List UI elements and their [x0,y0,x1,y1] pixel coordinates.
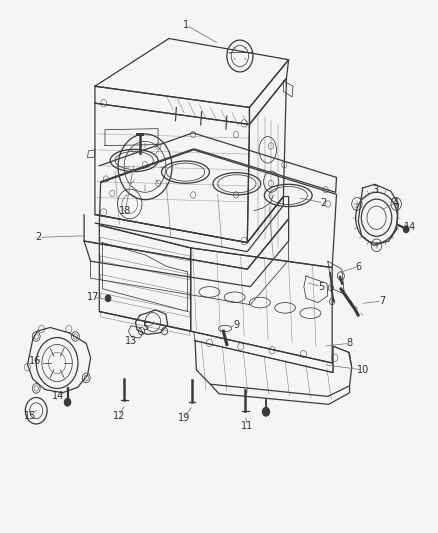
Text: 2: 2 [320,198,327,208]
Text: 7: 7 [379,296,385,306]
Text: 2: 2 [35,232,42,243]
Text: 10: 10 [357,365,369,375]
Text: 14: 14 [52,391,64,401]
Text: 9: 9 [233,320,240,330]
Text: 1: 1 [183,20,189,30]
Text: 6: 6 [355,262,361,271]
Text: 11: 11 [241,421,254,431]
Text: 14: 14 [404,222,417,232]
Text: 5: 5 [318,281,325,292]
Circle shape [262,408,269,416]
Text: 18: 18 [119,206,131,216]
Text: 19: 19 [178,413,190,423]
Text: 16: 16 [29,356,42,366]
Circle shape [106,295,111,302]
Circle shape [64,399,71,406]
Text: 8: 8 [346,338,353,349]
Text: 3: 3 [373,184,379,195]
Text: 4: 4 [392,198,398,208]
Text: 12: 12 [113,411,125,421]
Text: 5: 5 [142,322,148,333]
Circle shape [403,226,409,232]
Text: 13: 13 [125,336,137,346]
Text: 15: 15 [24,411,36,421]
Text: 17: 17 [87,292,99,302]
